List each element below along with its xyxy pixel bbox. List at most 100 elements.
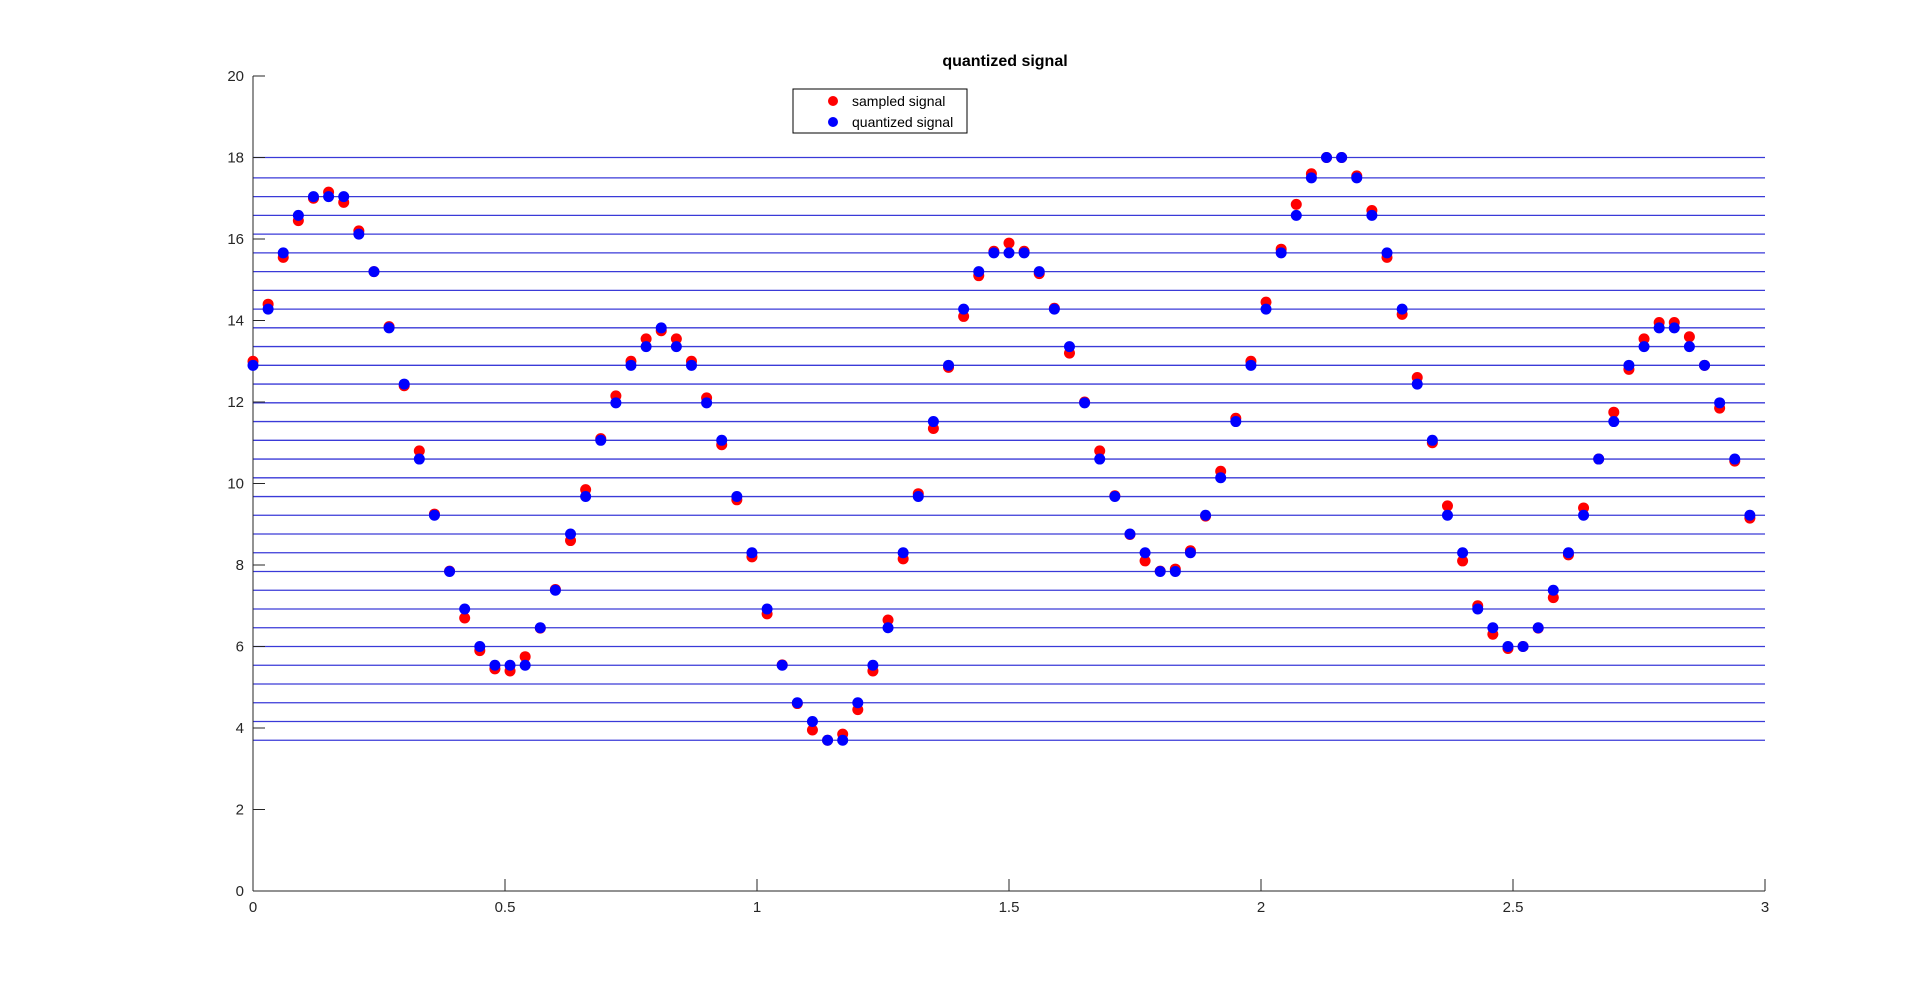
quantized-point [1396, 303, 1408, 315]
quantized-point [822, 734, 834, 746]
quantized-point [1063, 341, 1075, 353]
quantized-point [988, 247, 1000, 259]
quantized-point [1608, 416, 1620, 428]
quantized-point [1441, 509, 1453, 521]
quantized-point [307, 191, 319, 203]
sampled-point [1638, 333, 1650, 345]
quantized-point [1018, 247, 1030, 259]
quantized-point [383, 322, 395, 334]
quantized-point [368, 266, 380, 278]
quantized-point [1230, 416, 1242, 428]
y-tick-label: 20 [227, 68, 244, 85]
y-tick-label: 12 [227, 394, 244, 411]
sampled-point [1290, 198, 1302, 210]
quantized-point [1109, 491, 1121, 503]
sampled-point [1683, 331, 1695, 343]
legend-marker-quantized [828, 117, 838, 127]
quantized-point [1200, 509, 1212, 521]
quantized-point [867, 659, 879, 671]
quantized-point [776, 659, 788, 671]
quantized-point [1638, 341, 1650, 353]
quantization-levels [253, 156, 1765, 741]
quantized-point [610, 397, 622, 409]
chart-title: quantized signal [942, 53, 1067, 70]
y-tick-label: 8 [236, 557, 244, 574]
quantized-point [1169, 566, 1181, 578]
quantized-point [1699, 359, 1711, 371]
quantized-point [731, 491, 743, 503]
sampled-point [459, 612, 471, 624]
x-tick-label: 3 [1761, 899, 1769, 916]
quantized-point [474, 641, 486, 652]
quantized-point [746, 547, 758, 559]
y-tick-label: 18 [227, 150, 244, 167]
quantized-point [1714, 397, 1726, 409]
quantized-point [1517, 641, 1529, 652]
quantized-point [1578, 509, 1590, 521]
quantized-point [1729, 453, 1741, 465]
quantized-point [247, 359, 259, 371]
quantized-point [1653, 322, 1665, 334]
y-tick-label: 10 [227, 476, 244, 493]
quantized-point [1457, 547, 1469, 559]
data-points [247, 152, 1756, 746]
quantized-point [701, 397, 713, 409]
quantized-point [1094, 453, 1106, 465]
sampled-point [1608, 406, 1620, 418]
sampled-point [1139, 555, 1151, 567]
legend-label-quantized: quantized signal [852, 114, 953, 130]
sampled-point [670, 333, 682, 345]
quantized-point [670, 341, 682, 353]
quantized-point [685, 359, 697, 371]
sampled-point [519, 651, 531, 663]
sampled-point [882, 614, 894, 626]
quantized-point [549, 584, 561, 596]
quantized-point [1472, 603, 1484, 615]
quantized-point [1184, 547, 1196, 559]
sampled-point [1457, 555, 1469, 567]
quantized-point [1079, 397, 1091, 409]
quantized-point [580, 491, 592, 503]
quantized-point [1305, 172, 1317, 184]
quantized-point [912, 491, 924, 503]
sampled-point [413, 445, 425, 457]
legend[interactable]: sampled signal quantized signal [792, 88, 968, 134]
quantized-point [519, 659, 531, 671]
x-tick-label: 1 [753, 899, 761, 916]
y-tick-label: 16 [227, 231, 244, 248]
quantized-point [1033, 266, 1045, 278]
quantized-point [1215, 472, 1227, 484]
quantized-point [837, 734, 849, 746]
legend-label-sampled: sampled signal [852, 93, 945, 109]
quantized-point [761, 603, 773, 615]
legend-marker-sampled [828, 96, 838, 106]
sampled-point [1003, 237, 1015, 249]
quantized-point [958, 303, 970, 315]
quantized-point [1411, 378, 1423, 390]
quantized-point [973, 266, 985, 278]
x-tick-label: 2.5 [1503, 899, 1524, 916]
quantized-point [1668, 322, 1680, 334]
quantized-point [323, 191, 335, 203]
y-tick-label: 4 [236, 720, 244, 737]
quantized-point [1290, 209, 1302, 221]
quantized-point [1336, 152, 1348, 163]
quantized-point [1245, 359, 1257, 371]
quantized-point [1275, 247, 1287, 259]
quantized-point [791, 697, 803, 709]
quantized-point [1744, 509, 1756, 521]
sampled-point [1441, 500, 1453, 512]
axes: 0 0.5 1 1.5 2 2.5 3 0 2 4 6 8 10 12 14 16 18 20 [227, 68, 1769, 916]
quantized-point [1487, 622, 1499, 634]
legend-box [792, 88, 968, 134]
quantized-point [1623, 359, 1635, 371]
quantized-point [1547, 584, 1559, 596]
quantized-point [655, 322, 667, 334]
quantized-point [1260, 303, 1272, 315]
quantized-point [1139, 547, 1151, 559]
quantized-point [625, 359, 637, 371]
quantized-point [398, 378, 410, 390]
quantized-point [428, 509, 440, 521]
